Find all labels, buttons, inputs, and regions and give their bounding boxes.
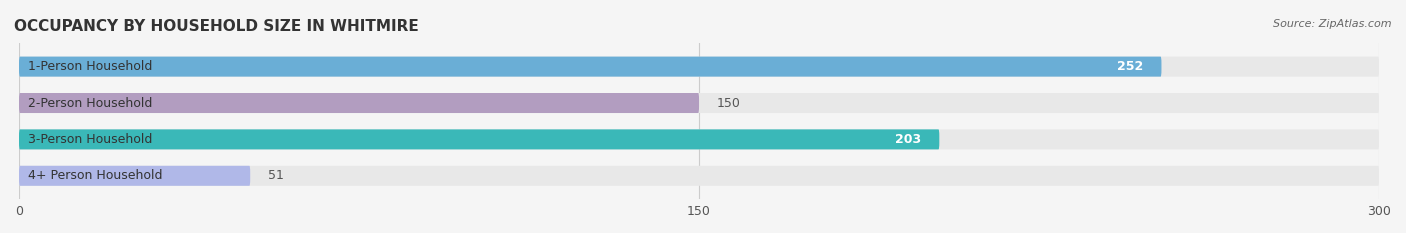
Text: 203: 203	[896, 133, 921, 146]
FancyBboxPatch shape	[20, 129, 1379, 149]
Text: 252: 252	[1118, 60, 1143, 73]
Text: 3-Person Household: 3-Person Household	[28, 133, 152, 146]
Text: Source: ZipAtlas.com: Source: ZipAtlas.com	[1274, 19, 1392, 29]
Text: 4+ Person Household: 4+ Person Household	[28, 169, 163, 182]
Text: 51: 51	[269, 169, 284, 182]
FancyBboxPatch shape	[20, 93, 1379, 113]
FancyBboxPatch shape	[20, 129, 939, 149]
Text: OCCUPANCY BY HOUSEHOLD SIZE IN WHITMIRE: OCCUPANCY BY HOUSEHOLD SIZE IN WHITMIRE	[14, 19, 419, 34]
Text: 2-Person Household: 2-Person Household	[28, 96, 152, 110]
Text: 1-Person Household: 1-Person Household	[28, 60, 152, 73]
FancyBboxPatch shape	[20, 166, 250, 186]
Text: 150: 150	[717, 96, 741, 110]
FancyBboxPatch shape	[20, 166, 1379, 186]
FancyBboxPatch shape	[20, 93, 699, 113]
FancyBboxPatch shape	[20, 57, 1379, 77]
FancyBboxPatch shape	[20, 57, 1161, 77]
